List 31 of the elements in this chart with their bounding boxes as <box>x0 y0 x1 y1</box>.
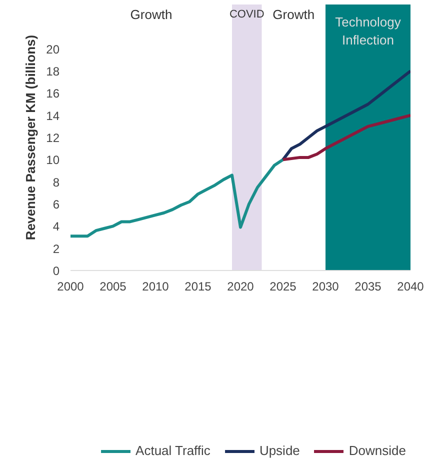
y-tick-label: 2 <box>52 242 60 256</box>
x-tick-label: 2020 <box>227 280 254 294</box>
y-axis-title: Revenue Passenger KM (billions) <box>23 34 38 240</box>
x-tick-label: 2025 <box>270 280 297 294</box>
y-tick-label: 10 <box>46 153 60 168</box>
y-tick-label: 18 <box>46 64 60 78</box>
y-tick-label: 4 <box>52 220 60 234</box>
y-tick-label: 20 <box>46 42 60 56</box>
line-series <box>70 158 284 238</box>
legend-label: Actual Traffic <box>136 443 210 458</box>
band-label: Technology Inflection <box>335 14 402 48</box>
y-tick-label: 16 <box>46 86 60 101</box>
y-tick-label: 6 <box>52 198 60 212</box>
y-tick-label: 8 <box>52 175 60 190</box>
x-tick-label: 2005 <box>100 280 127 294</box>
x-tick-label: 2010 <box>142 280 170 294</box>
text: Growth <box>130 6 172 22</box>
x-tick-label: 2035 <box>354 280 382 294</box>
y-tick-label: 12 <box>46 131 60 145</box>
band-label: COVID <box>229 8 264 20</box>
x-tick-label: 2000 <box>57 280 84 294</box>
line-series <box>282 70 410 162</box>
legend-label: Upside <box>259 443 300 458</box>
x-tick-label: 2030 <box>312 280 340 294</box>
y-tick-label: 14 <box>46 108 60 123</box>
line-series <box>282 114 410 162</box>
text: Growth <box>272 6 315 22</box>
x-tick-label: 2015 <box>184 280 212 294</box>
x-tick-label: 2040 <box>397 280 424 294</box>
legend-label: Downside <box>348 443 406 458</box>
y-tick-label: 0 <box>52 264 60 278</box>
